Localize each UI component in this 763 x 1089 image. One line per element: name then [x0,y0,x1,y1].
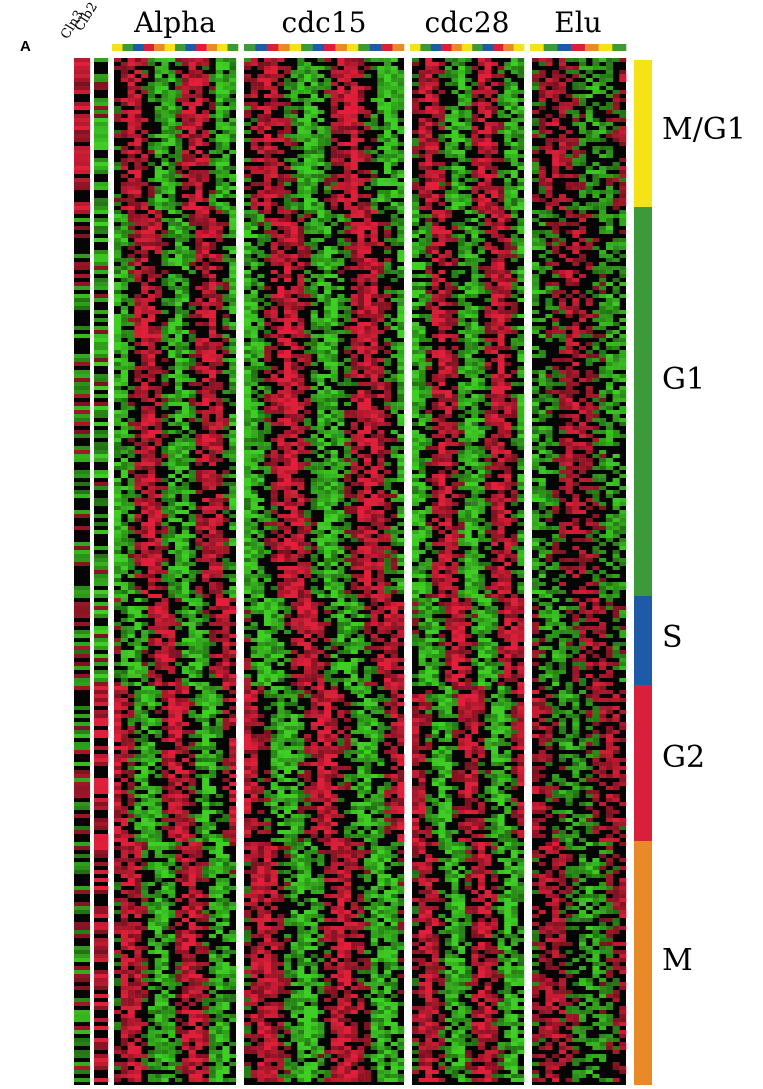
phase-bar-s [634,596,652,685]
heatmap-block-alpha [114,58,237,1085]
column-header-cdc15: cdc15 [281,6,367,39]
heatmap-block-cdc15 [244,58,405,1085]
heatmap-block-cdc28 [412,58,525,1085]
heatmap-block-clb2 [94,58,109,1085]
phase-label-s: S [662,620,683,655]
phase-label-mg1: M/G1 [662,112,746,147]
phase-strip-cdc15 [244,44,405,51]
phase-color-bar [634,60,652,1085]
phase-bar-g1 [634,207,652,596]
column-header-cdc28: cdc28 [424,6,510,39]
heatmap-block-elu [532,58,627,1085]
phase-bar-g2 [634,685,652,841]
phase-strip-alpha [112,44,239,51]
column-header-alpha: Alpha [134,6,216,39]
panel-letter: A [20,38,31,55]
heatmap-block-cln3 [74,58,91,1085]
phase-bar-mg1 [634,60,652,207]
phase-strip-elu [530,44,627,51]
phase-label-g2: G2 [662,740,706,775]
phase-bar-m [634,841,652,1085]
column-header-elu: Elu [554,6,602,39]
phase-label-g1: G1 [662,362,706,397]
phase-label-m: M [662,943,693,978]
phase-strip-cdc28 [410,44,525,51]
